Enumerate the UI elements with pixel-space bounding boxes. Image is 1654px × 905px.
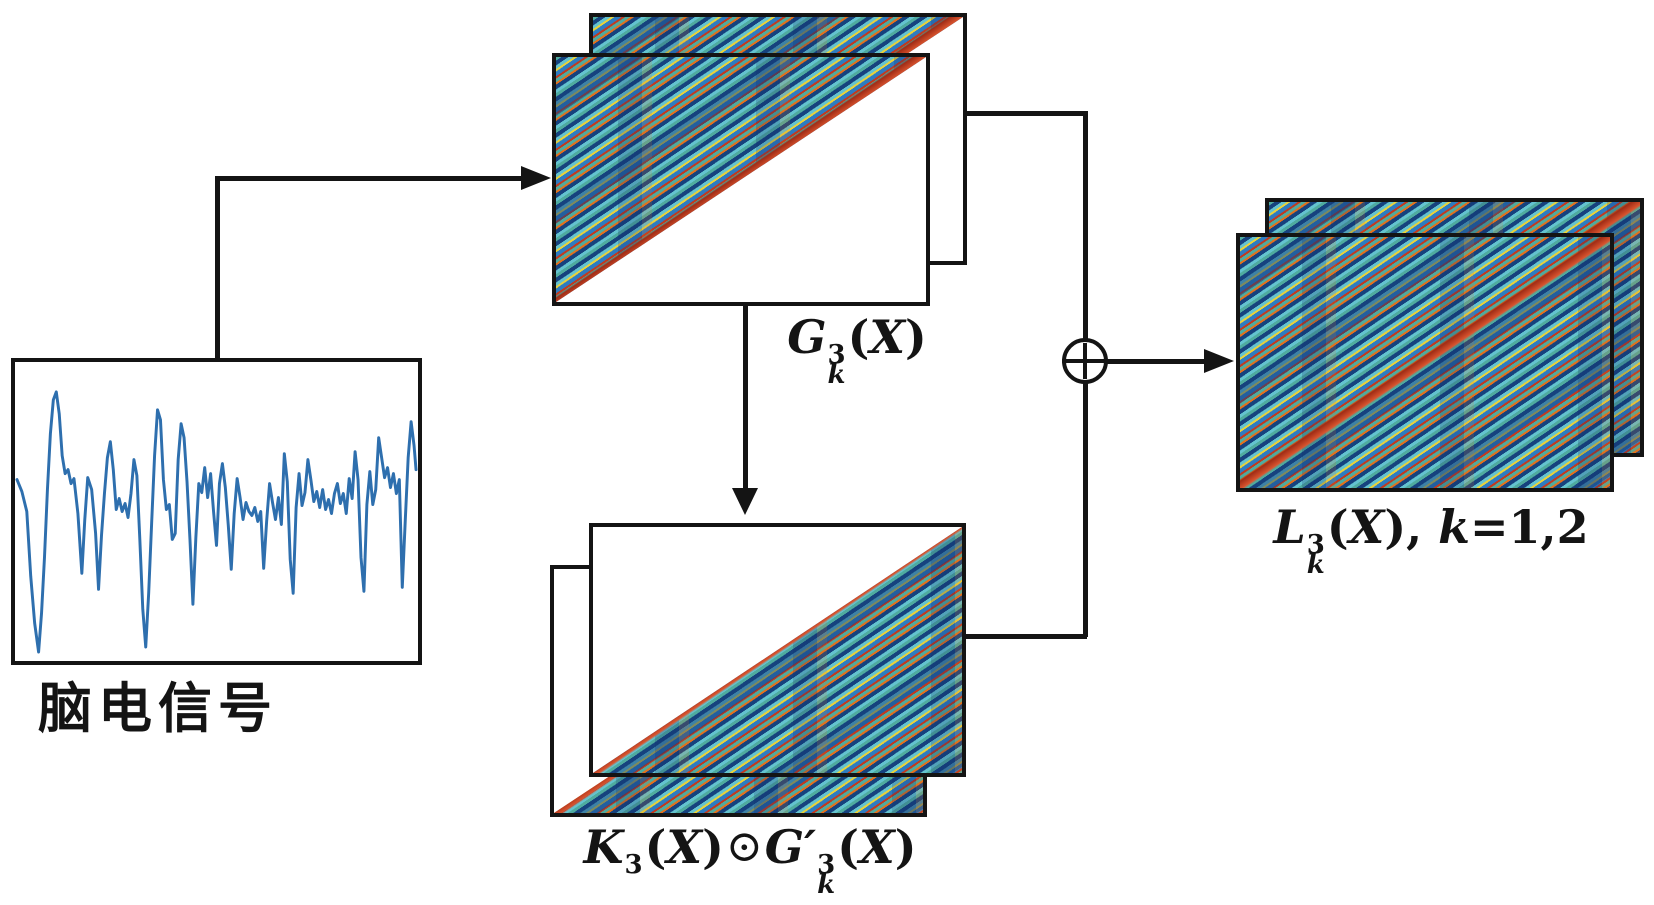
l-arg: X <box>1348 500 1385 554</box>
comma: , <box>1406 500 1439 554</box>
gram-matrix-heatmap <box>556 57 926 302</box>
gprime-sup: 3 <box>817 850 836 880</box>
paren-close: ) <box>702 820 724 874</box>
eeg-waveform-plot <box>15 390 418 654</box>
k-base: K <box>583 820 624 874</box>
g-arg: X <box>869 310 906 364</box>
paren-open: ( <box>1326 500 1349 554</box>
hadamard-icon: ⊙ <box>725 821 763 872</box>
connector-sum-to-l <box>1107 359 1206 364</box>
gprime-base: G′ <box>764 820 817 874</box>
k-sup: 3 <box>624 850 643 880</box>
l-sup: 3 <box>1306 530 1325 560</box>
k-range-eq: =1,2 <box>1470 500 1589 554</box>
arrowhead-down-icon <box>732 488 758 515</box>
k-range-var: k <box>1438 500 1470 554</box>
result-matrix-heatmap <box>1240 237 1610 488</box>
connector-kg-right <box>966 634 1087 639</box>
gprime-arg: X <box>859 820 895 874</box>
g-sub: k <box>827 359 846 390</box>
paren-open: ( <box>837 820 859 874</box>
l-base: L <box>1273 500 1306 554</box>
l-matrix-label: L 3 k (X), k=1,2 <box>1245 500 1617 580</box>
gprime-sub: k <box>817 869 836 900</box>
paren-open: ( <box>847 310 870 364</box>
eeg-signal-box <box>11 358 422 665</box>
k-arg: X <box>666 820 703 874</box>
l-sub: k <box>1306 549 1325 580</box>
connector-eeg-up <box>215 176 220 362</box>
gram-matrix-front <box>552 53 930 306</box>
g-sup: 3 <box>827 340 846 370</box>
connector-g-right <box>967 111 1087 116</box>
connector-g-to-kg <box>743 306 748 490</box>
paren-close: ) <box>905 310 927 364</box>
eeg-signal-label: 脑电信号 <box>38 676 278 740</box>
connector-down-to-sum <box>1083 111 1088 341</box>
result-matrix-front <box>1236 233 1614 492</box>
connector-up-to-sum <box>1083 382 1088 637</box>
arrowhead-right-icon <box>521 166 551 190</box>
g-base: G <box>787 310 827 364</box>
connector-eeg-to-g <box>215 176 523 181</box>
oplus-icon <box>1062 338 1110 384</box>
g-matrix-label: G 3 k (X) <box>752 310 962 390</box>
oplus-horizontal-bar <box>1062 359 1110 363</box>
masked-matrix-front <box>589 523 966 777</box>
paren-close: ) <box>894 820 917 874</box>
paren-close: ) <box>1384 500 1407 554</box>
eeg-waveform <box>15 390 418 654</box>
paren-open: ( <box>644 820 667 874</box>
masked-matrix-heatmap <box>593 527 962 773</box>
arrowhead-right-icon <box>1204 349 1234 373</box>
